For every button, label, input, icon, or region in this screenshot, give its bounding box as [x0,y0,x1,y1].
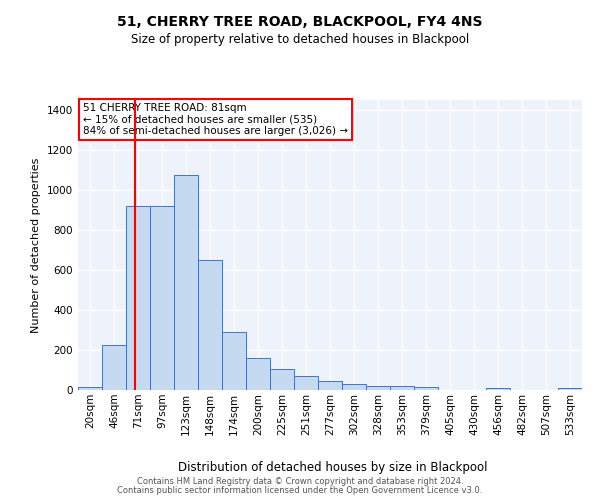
Text: Contains public sector information licensed under the Open Government Licence v3: Contains public sector information licen… [118,486,482,495]
Bar [318,381,342,390]
Bar [414,388,438,390]
Text: 51, CHERRY TREE ROAD, BLACKPOOL, FY4 4NS: 51, CHERRY TREE ROAD, BLACKPOOL, FY4 4NS [117,15,483,29]
Bar [294,376,318,390]
Bar [102,345,126,390]
Bar [198,260,222,390]
Bar [342,384,366,390]
Y-axis label: Number of detached properties: Number of detached properties [31,158,41,332]
Bar [390,386,414,390]
Bar [246,358,270,390]
Bar [150,206,174,390]
Bar [366,386,390,390]
Bar [558,388,582,390]
Bar [270,369,294,390]
Bar [78,387,102,390]
Text: Size of property relative to detached houses in Blackpool: Size of property relative to detached ho… [131,32,469,46]
Bar [126,206,150,390]
Text: Distribution of detached houses by size in Blackpool: Distribution of detached houses by size … [178,461,488,474]
Bar [174,175,198,390]
Text: 51 CHERRY TREE ROAD: 81sqm
← 15% of detached houses are smaller (535)
84% of sem: 51 CHERRY TREE ROAD: 81sqm ← 15% of deta… [83,103,348,136]
Bar [222,332,246,390]
Text: Contains HM Land Registry data © Crown copyright and database right 2024.: Contains HM Land Registry data © Crown c… [137,477,463,486]
Bar [486,388,510,390]
